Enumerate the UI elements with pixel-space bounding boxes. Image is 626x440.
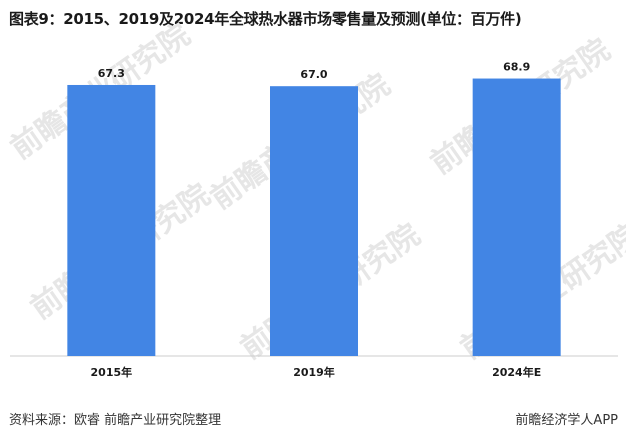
bar-1 — [270, 86, 358, 357]
source-note: 资料来源：欧睿 前瞻产业研究院整理 — [9, 413, 222, 428]
data-label-2: 68.9 — [503, 61, 530, 74]
chart-title: 图表9：2015、2019及2024年全球热水器市场零售量及预测(单位：百万件) — [9, 10, 522, 28]
brand-label: 前瞻经济学人APP — [515, 413, 618, 428]
data-label-0: 67.3 — [98, 67, 125, 80]
data-label-1: 67.0 — [300, 68, 327, 81]
x-tick-label-2: 2024年E — [492, 365, 541, 379]
bar-0 — [67, 84, 156, 356]
x-tick-label-1: 2019年 — [293, 365, 335, 379]
x-tick-label-0: 2015年 — [91, 365, 133, 379]
bar-2 — [472, 78, 561, 356]
